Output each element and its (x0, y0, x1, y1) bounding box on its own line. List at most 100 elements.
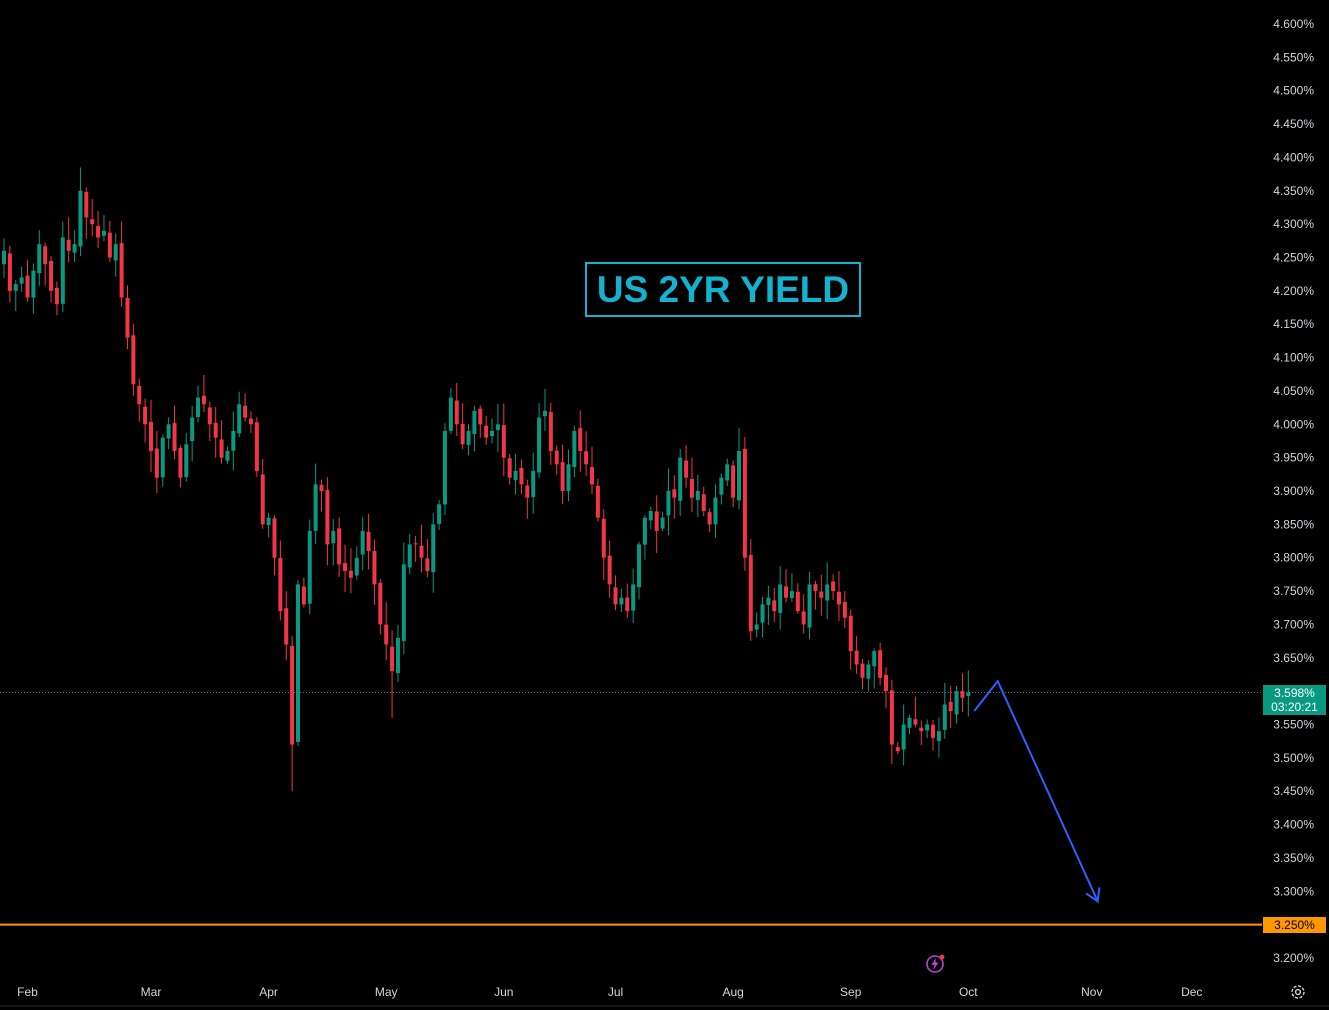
candle-up (660, 517, 665, 529)
candle-up (407, 544, 412, 568)
candle-up (766, 597, 771, 605)
month-tick-label: Dec (1181, 985, 1202, 999)
candle-down (931, 724, 936, 738)
candle-up (437, 504, 442, 524)
candle-up (166, 424, 171, 439)
candle-down (748, 555, 753, 632)
candle-down (878, 650, 883, 678)
candle-up (619, 597, 624, 605)
candle-up (231, 430, 236, 451)
price-tick-label: 3.800% (1273, 551, 1314, 565)
price-tick-label: 4.350% (1273, 184, 1314, 198)
candle-up (695, 491, 700, 501)
price-tick-label: 4.000% (1273, 417, 1314, 431)
candle-down (172, 423, 177, 451)
candle-up (936, 731, 941, 741)
candle-up (631, 584, 636, 611)
candle-up (725, 464, 730, 481)
price-tick-label: 3.850% (1273, 517, 1314, 531)
candle-down (613, 587, 618, 605)
gear-icon[interactable] (1289, 983, 1307, 1001)
price-tick-label: 3.200% (1273, 951, 1314, 965)
candle-up (637, 544, 642, 588)
candle-up (954, 691, 959, 715)
candle-down (590, 467, 594, 485)
candle-up (807, 584, 812, 628)
candle-down (819, 591, 824, 598)
chart-title[interactable]: US 2YR YIELD (585, 262, 861, 317)
candle-up (966, 692, 971, 697)
candle-up (872, 651, 877, 667)
candle-down (625, 597, 630, 612)
candle-down (154, 448, 159, 478)
candle-down (90, 219, 95, 225)
price-tick-label: 3.750% (1273, 584, 1314, 598)
time-axis[interactable]: Feb Mar Apr May Jun Jul Aug Sep Oct Nov Dec (17, 985, 1202, 999)
candle-down (178, 447, 183, 478)
price-tick-label: 3.400% (1273, 818, 1314, 832)
candle-up (648, 511, 653, 521)
candle-up (448, 397, 453, 431)
candle-down (913, 719, 918, 725)
candle-down (348, 570, 353, 578)
candle-up (495, 424, 500, 431)
candle-down (54, 287, 59, 305)
candle-down (278, 558, 283, 612)
candle-up (31, 270, 36, 298)
candle-up (2, 250, 6, 265)
candle-down (836, 591, 841, 605)
price-tick-label: 4.100% (1273, 351, 1314, 365)
lightning-icon[interactable] (925, 954, 945, 974)
candle-up (678, 457, 683, 501)
candle-down (801, 611, 806, 625)
candle-up (719, 477, 724, 495)
candle-up (37, 244, 42, 274)
candle-down (254, 422, 259, 471)
candle-down (701, 494, 706, 512)
candle-up (566, 464, 571, 491)
candle-down (707, 512, 712, 525)
candle-up (531, 470, 536, 497)
candle-down (478, 408, 483, 425)
candle-up (296, 584, 300, 742)
candle-up (666, 491, 671, 516)
candle-up (642, 517, 647, 545)
candle-down (960, 691, 965, 698)
candle-up (225, 450, 230, 461)
candle-up (19, 277, 24, 284)
candle-down (43, 246, 48, 265)
projection-arrow[interactable] (973, 679, 1101, 904)
candle-up (395, 637, 400, 674)
candle-up (60, 237, 65, 304)
candle-down (548, 412, 553, 451)
candle-down (784, 586, 789, 598)
candle-down (107, 232, 112, 258)
candle-down (284, 608, 289, 645)
candle-down (125, 297, 130, 338)
candle-down (831, 581, 836, 592)
candle-down (290, 645, 295, 745)
bar-countdown-label: 03:20:21 (1271, 700, 1318, 714)
target-level-tag: 3.250% (1263, 917, 1326, 933)
price-axis[interactable]: 4.600% 4.550% 4.500% 4.450% 4.400% 4.350% 4.30… (1273, 17, 1314, 965)
candle-down (507, 458, 512, 478)
candle-down (560, 462, 565, 491)
candle-down (895, 747, 900, 752)
candle-up (78, 190, 83, 247)
candle-down (325, 489, 330, 545)
candle-down (243, 405, 248, 418)
candle-up (72, 244, 77, 253)
candle-down (519, 467, 524, 485)
price-tick-label: 4.550% (1273, 50, 1314, 64)
month-tick-label: Sep (840, 985, 862, 999)
candle-down (378, 582, 383, 625)
candle-down (66, 239, 71, 251)
current-price-tag: 3.598% 03:20:21 (1263, 685, 1326, 715)
candle-down (219, 439, 224, 458)
price-tick-label: 3.450% (1273, 784, 1314, 798)
candle-down (143, 406, 148, 425)
candle-up (754, 624, 759, 630)
candle-down (454, 400, 459, 425)
price-tick-label: 3.350% (1273, 851, 1314, 865)
